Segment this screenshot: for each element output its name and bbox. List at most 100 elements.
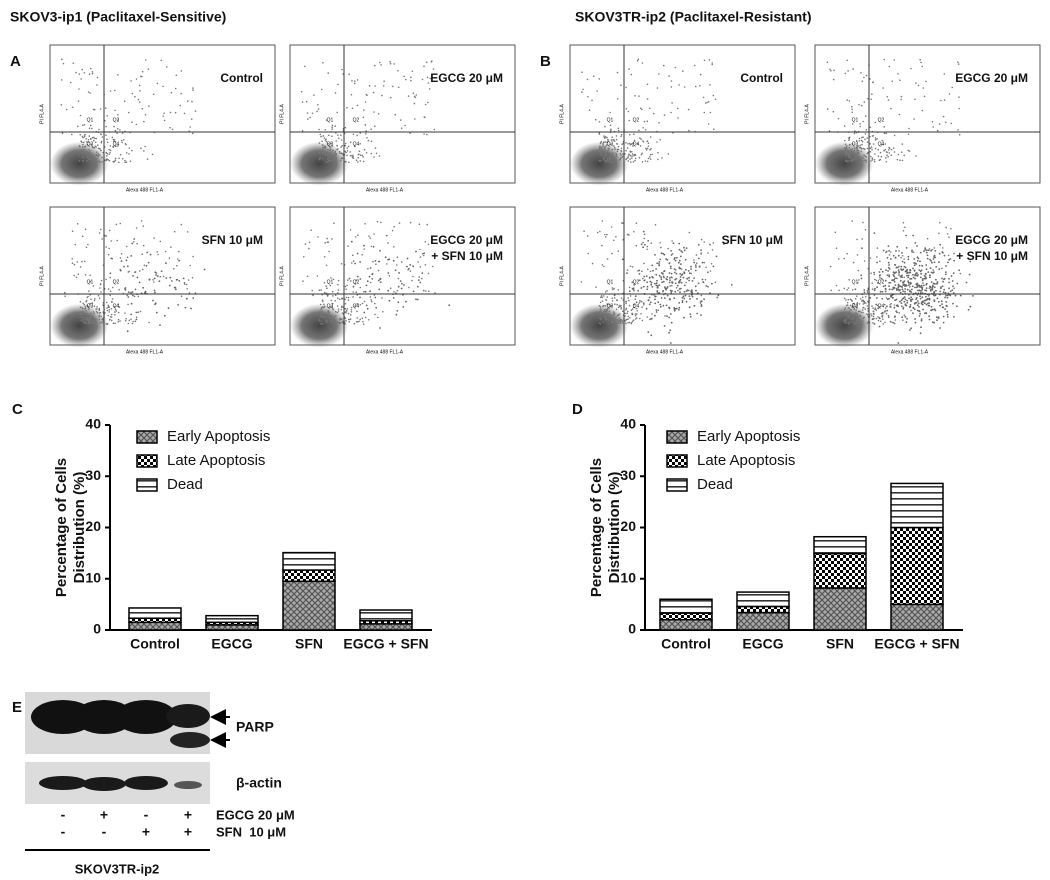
event-dot <box>336 305 339 307</box>
event-dot <box>143 264 146 267</box>
event-dot <box>131 121 133 123</box>
event-dot <box>945 265 947 267</box>
event-dot <box>897 73 899 75</box>
event-dot <box>700 294 703 297</box>
event-dot <box>626 233 629 236</box>
event-dot <box>625 319 627 321</box>
event-dot <box>944 308 946 310</box>
event-dot <box>586 78 589 81</box>
event-dot <box>73 274 75 277</box>
event-dot <box>669 313 672 315</box>
event-dot <box>384 256 387 259</box>
event-dot <box>71 258 73 260</box>
event-dot <box>616 321 619 324</box>
event-dot <box>867 152 869 154</box>
event-dot <box>335 157 337 159</box>
event-dot <box>941 267 943 270</box>
condition-label: + SFN 10 μM <box>431 249 503 263</box>
event-dot <box>392 297 395 299</box>
event-dot <box>347 145 350 148</box>
event-dot <box>849 298 852 301</box>
event-dot <box>632 145 634 147</box>
event-dot <box>861 140 864 143</box>
event-dot <box>650 334 653 337</box>
event-dot <box>137 98 140 101</box>
event-dot <box>856 146 858 149</box>
event-dot <box>86 144 89 146</box>
event-dot <box>321 323 324 325</box>
event-dot <box>873 273 876 276</box>
event-dot <box>427 101 429 104</box>
event-dot <box>874 121 877 124</box>
event-dot <box>98 316 100 318</box>
event-dot <box>373 111 375 113</box>
event-dot <box>940 300 943 303</box>
event-dot <box>99 321 101 324</box>
axis-label: Alexa 488 FL1-A <box>126 187 164 193</box>
panel-letter: E <box>12 699 22 716</box>
event-dot <box>891 321 894 324</box>
event-dot <box>611 161 613 163</box>
event-dot <box>699 84 701 87</box>
event-dot <box>871 159 874 161</box>
event-dot <box>697 257 700 260</box>
quadrant-label: Q1 <box>87 279 94 285</box>
event-dot <box>87 243 89 246</box>
event-dot <box>879 158 882 161</box>
event-dot <box>611 297 613 300</box>
event-dot <box>346 106 348 109</box>
event-dot <box>152 279 154 281</box>
x-tick-label: EGCG <box>211 636 252 652</box>
event-dot <box>616 315 619 317</box>
quadrant-label: Q3 <box>327 141 334 147</box>
event-dot <box>844 307 847 309</box>
event-dot <box>693 304 696 307</box>
event-dot <box>149 253 152 256</box>
event-dot <box>928 287 931 289</box>
bar-segment <box>659 619 713 631</box>
event-dot <box>860 277 863 280</box>
event-dot <box>670 254 673 256</box>
event-dot <box>338 322 341 324</box>
event-dot <box>361 317 364 320</box>
event-dot <box>690 291 693 293</box>
event-dot <box>854 313 856 315</box>
event-dot <box>682 70 684 72</box>
event-dot <box>352 291 355 293</box>
event-dot <box>628 119 630 122</box>
event-dot <box>81 135 84 138</box>
event-dot <box>419 248 421 251</box>
event-dot <box>369 290 371 293</box>
event-dot <box>117 114 119 116</box>
event-dot <box>603 304 605 307</box>
event-dot <box>876 247 879 249</box>
event-dot <box>599 301 602 304</box>
event-dot <box>663 64 665 67</box>
event-dot <box>933 291 935 294</box>
event-dot <box>320 323 322 325</box>
event-dot <box>845 299 847 301</box>
event-dot <box>87 308 90 311</box>
event-dot <box>909 286 911 288</box>
event-dot <box>88 151 91 153</box>
event-dot <box>93 136 95 139</box>
event-dot <box>92 322 94 325</box>
event-dot <box>654 224 657 226</box>
event-dot <box>615 236 617 238</box>
event-dot <box>393 225 395 228</box>
event-dot <box>898 265 900 268</box>
event-dot <box>904 290 906 293</box>
event-dot <box>600 160 602 162</box>
event-dot <box>875 309 878 311</box>
event-dot <box>918 269 921 271</box>
event-dot <box>413 102 416 105</box>
legend-swatch <box>136 478 158 492</box>
event-dot <box>594 118 597 121</box>
event-dot <box>925 299 927 302</box>
event-dot <box>632 319 635 322</box>
event-dot <box>904 288 906 290</box>
event-dot <box>83 260 86 263</box>
event-dot <box>883 149 885 152</box>
event-dot <box>629 295 632 297</box>
